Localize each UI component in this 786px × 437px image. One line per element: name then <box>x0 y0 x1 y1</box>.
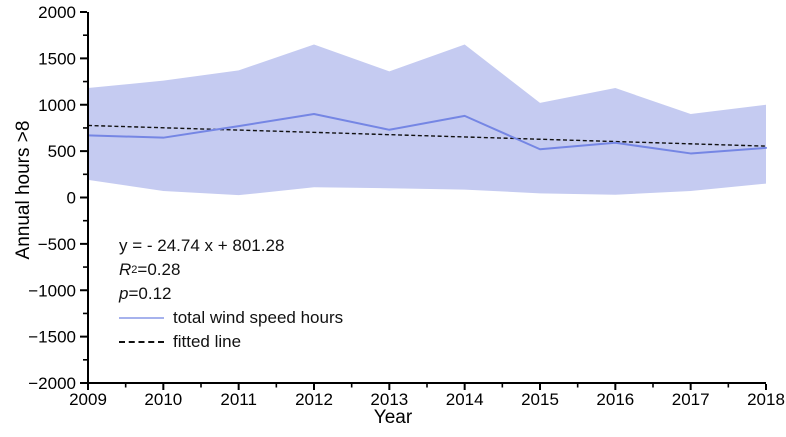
solid-line-swatch-icon <box>119 317 164 319</box>
r-squared-symbol: R <box>119 260 132 279</box>
x-axis-title: Year <box>373 407 413 428</box>
y-tick-label: 2000 <box>38 3 76 22</box>
fit-equation: y = - 24.74 x + 801.28 <box>119 234 343 258</box>
legend-label: total wind speed hours <box>173 308 344 327</box>
r-squared-value: =0.28 <box>137 260 181 279</box>
x-tick-label: 2012 <box>295 390 333 409</box>
y-tick-label: 0 <box>67 189 76 208</box>
total-wind-speed-hours-line <box>87 113 767 155</box>
x-tick-label: 2018 <box>747 390 785 409</box>
r-squared-stat: R 2 =0.28 <box>119 258 343 282</box>
legend-label: fitted line <box>173 332 242 351</box>
legend-item-total-wind-speed-hours: total wind speed hours <box>119 306 343 330</box>
p-symbol: p <box>119 284 129 303</box>
y-tick-label: −2000 <box>28 374 76 393</box>
fitted-line <box>87 124 767 147</box>
x-tick-label: 2016 <box>596 390 634 409</box>
p-value-stat: p =0.12 <box>119 282 343 306</box>
y-tick-label: −500 <box>38 235 76 254</box>
p-value: =0.12 <box>128 284 172 303</box>
x-tick-label: 2015 <box>521 390 559 409</box>
fit-equation-text: y = - 24.74 x + 801.28 <box>119 236 285 255</box>
x-tick-label: 2009 <box>69 390 107 409</box>
y-tick-label: −1000 <box>28 281 76 300</box>
dashed-line-swatch-icon <box>119 341 164 343</box>
x-tick-label: 2010 <box>144 390 182 409</box>
y-tick-label: −1500 <box>28 328 76 347</box>
y-tick-label: 1000 <box>38 96 76 115</box>
x-tick-label: 2011 <box>220 390 257 409</box>
x-tick-label: 2014 <box>446 390 484 409</box>
confidence-band <box>88 44 766 196</box>
axes <box>87 12 766 384</box>
y-tick-label: 500 <box>48 142 76 161</box>
y-axis-title: Annual hours >8 <box>13 120 34 260</box>
legend-item-fitted-line: fitted line <box>119 330 343 354</box>
x-tick-label: 2013 <box>370 390 408 409</box>
annotation-block: y = - 24.74 x + 801.28 R 2 =0.28 p =0.12 to… <box>119 234 343 354</box>
y-tick-label: 1500 <box>38 49 76 68</box>
x-tick-label: 2017 <box>672 390 710 409</box>
